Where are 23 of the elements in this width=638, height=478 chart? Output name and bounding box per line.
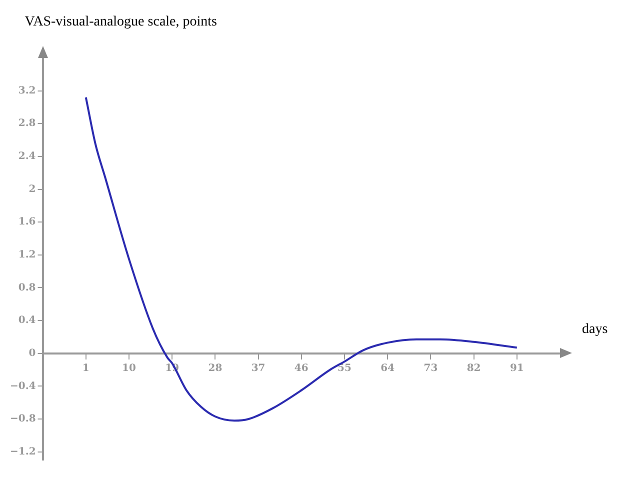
y-tick-label: 0.8 (18, 282, 36, 294)
x-tick-label: 10 (122, 362, 136, 374)
y-tick-label: 2 (28, 184, 36, 195)
y-tick-label: 2.4 (18, 151, 36, 162)
y-tick-label: 2.8 (18, 118, 36, 130)
y-tick-label: 1.2 (18, 249, 36, 260)
x-tick-label: 91 (510, 362, 524, 374)
y-tick-label: 0.4 (18, 315, 36, 326)
y-tick-label: −0.8 (10, 414, 36, 425)
y-tick-label: 1.6 (18, 216, 36, 228)
y-tick-label: 0 (28, 348, 36, 359)
y-tick-label: 3.2 (18, 85, 36, 96)
x-tick-label: 64 (380, 362, 395, 374)
x-axis-title: days (582, 322, 608, 338)
x-tick-label: 28 (208, 362, 222, 374)
x-tick-label: 37 (251, 362, 266, 374)
y-tick-label: −0.4 (10, 380, 36, 392)
x-tick-label: 46 (294, 362, 308, 374)
x-tick-label: 1 (82, 362, 90, 374)
y-axis-title: VAS-visual-analogue scale, points (24, 14, 217, 30)
x-tick-label: 82 (466, 362, 481, 374)
x-tick-label: 73 (424, 362, 438, 374)
y-tick-label: −1.2 (10, 446, 36, 458)
